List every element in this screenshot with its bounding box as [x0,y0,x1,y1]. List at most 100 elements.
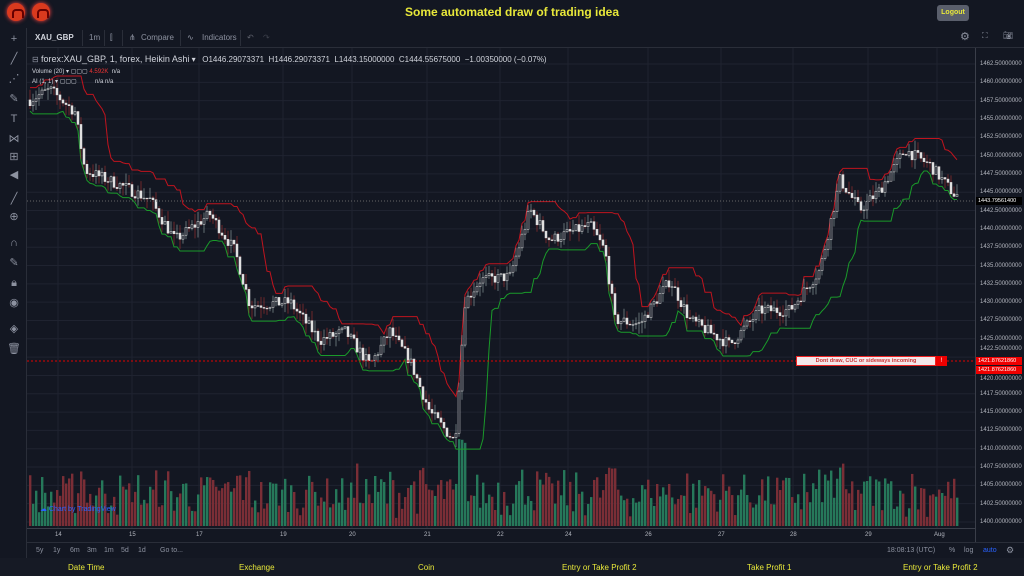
camera-icon[interactable]: 📷︎ [1003,31,1014,40]
zoom-icon[interactable]: ⊕ [9,211,19,223]
candle [928,161,932,164]
candle [214,218,218,221]
magnet-icon[interactable]: ∩ [10,237,18,249]
range-1y[interactable]: 1y [53,547,61,554]
volume-bar [572,511,575,526]
compare-button[interactable]: Compare [141,33,174,42]
measure-icon[interactable]: ⊞ [9,151,19,163]
candle [364,354,368,361]
back-arrow-icon[interactable]: ◀ [9,169,19,181]
volume-bar [755,504,758,526]
trash-icon[interactable]: 🗑︎ [7,343,21,355]
candle [841,174,845,189]
volume-bar [362,503,365,526]
settings-icon[interactable]: ⚙ [960,31,970,43]
range-6m[interactable]: 6m [70,547,80,554]
compare-icon[interactable]: ⋔ [129,33,136,42]
candle [355,338,359,353]
volume-bar [209,477,212,526]
ai-label[interactable]: AI (1, 1) [32,79,54,85]
volume-bar [221,488,224,526]
pattern-icon[interactable]: ⋈ [8,133,20,145]
volume-bar [698,480,701,526]
annotation-alert-button[interactable]: ! [936,356,947,366]
candle [751,319,755,322]
volume-bar [731,495,734,526]
volume-bar [485,503,488,526]
volume-bar [218,490,221,526]
volume-bar [215,486,218,526]
volume-label[interactable]: Volume (20) [32,69,65,75]
text-icon[interactable]: T [10,113,18,125]
candle-style-icon[interactable]: ⫿ [110,33,113,42]
log-toggle[interactable]: log [964,547,974,554]
indicators-button[interactable]: Indicators [202,33,237,42]
undo-icon[interactable]: ↶ [247,33,254,42]
volume-bar [848,493,851,526]
price-axis[interactable]: 1462.50000000 1460.00000000 1457.50000000 1… [975,48,1024,542]
fullscreen-icon[interactable]: ⛶ [982,31,988,40]
price-tick: 1435.00000000 [980,262,1022,269]
layers-icon[interactable]: ◈ [9,323,19,335]
candle [493,275,497,283]
candle [418,377,422,387]
lock-icon[interactable]: 🔒︎ [11,277,17,289]
range-5d[interactable]: 5d [121,547,129,554]
price-tick: 1450.00000000 [980,152,1022,159]
time-axis[interactable]: 14 15 17 19 20 21 22 24 26 27 28 29 Aug [27,528,975,542]
indicators-icon[interactable]: ∿ [187,33,194,42]
volume-bar [623,500,626,526]
brush-icon[interactable]: ✎ [9,93,19,105]
candle [307,320,311,324]
price-tick: 1460.00000000 [980,79,1022,86]
trend-line-icon[interactable]: ╱ [10,53,18,65]
series-title[interactable]: forex:XAU_GBP, 1, forex, Heikin Ashi [40,54,190,64]
candle [535,214,539,226]
volume-bar [638,501,641,526]
tradingview-branding[interactable]: ☁ Chart by TradingView [40,506,116,513]
ruler-icon[interactable]: ╱ [10,193,18,205]
price-chart[interactable] [27,48,975,528]
interval-button[interactable]: 1m [89,33,101,42]
redo-icon[interactable]: ↷ [263,33,270,42]
candle [931,162,935,175]
settings-icon[interactable]: ⚙ [1006,545,1015,555]
chart-pane[interactable] [27,48,975,528]
lock-drawing-icon[interactable]: ✎ [9,257,19,269]
range-5y[interactable]: 5y [36,547,44,554]
footer-column-label: Entry or Take Profit 2 [562,563,637,572]
candle [811,284,815,288]
volume-bar [662,487,665,526]
goto-button[interactable]: Go to... [160,547,183,554]
candle [55,87,59,96]
price-tick: 1425.00000000 [980,335,1022,342]
volume-bar [770,504,773,526]
candle [838,174,842,192]
collapse-icon[interactable]: ⊟ [32,55,39,64]
range-1d[interactable]: 1d [138,547,146,554]
candle [733,342,737,344]
eye-icon[interactable]: ◉ [9,297,19,309]
candle [949,182,953,195]
candle [850,192,854,198]
percent-toggle[interactable]: % [949,547,956,554]
candle [61,99,65,104]
crosshair-icon[interactable]: + [10,33,18,45]
candle [256,305,260,307]
volume-bar [881,510,884,526]
logout-button[interactable]: Logout [937,5,969,21]
candle [820,258,824,271]
volume-bar [35,490,38,526]
volume-bar [308,475,311,526]
candle [826,239,830,250]
auto-toggle[interactable]: auto [983,547,997,554]
annotation-label[interactable]: Dont draw, CUC or sideways incoming [796,356,936,366]
symbol-button[interactable]: XAU_GBP [35,33,74,42]
time-tick: 27 [718,532,725,538]
range-1m[interactable]: 1m [104,547,114,554]
candle [373,355,377,361]
candle [481,277,485,284]
range-3m[interactable]: 3m [87,547,97,554]
volume-bar [926,516,929,526]
fib-icon[interactable]: ⋰ [8,73,20,85]
